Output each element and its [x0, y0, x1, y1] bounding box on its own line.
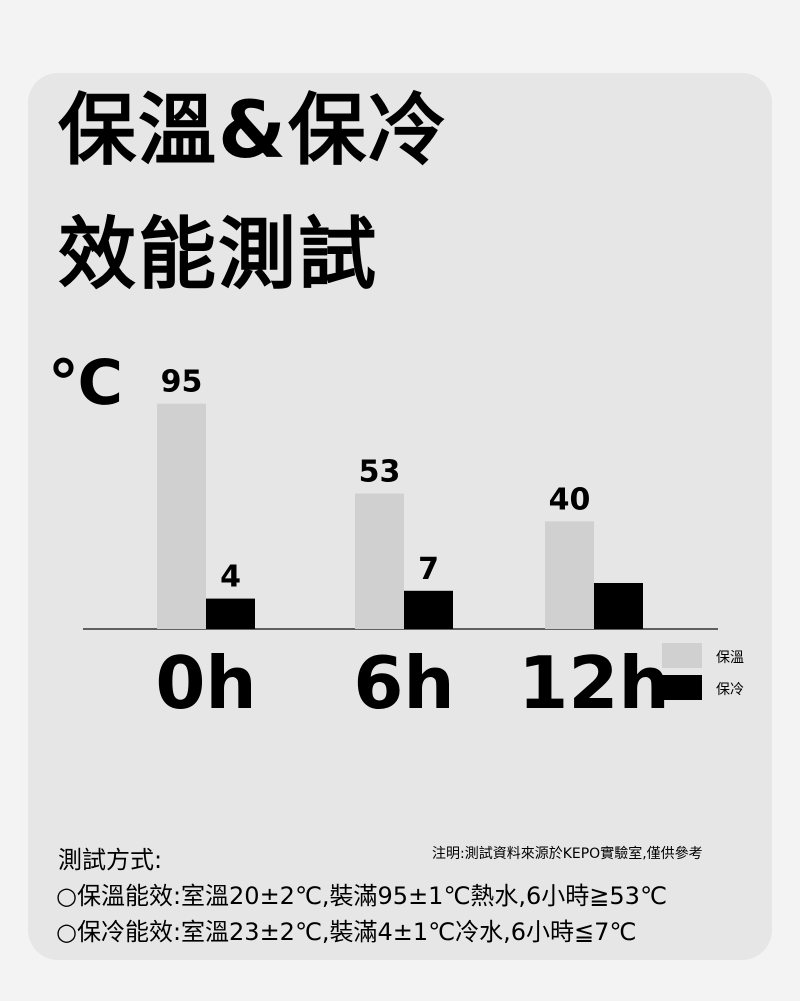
title-line-1: 保溫&保冷 [58, 86, 449, 176]
bar-hot-6h [355, 493, 404, 629]
title-line-2: 效能測試 [58, 210, 379, 300]
legend-label-cold: 保冷 [716, 682, 744, 698]
bar-hot-0h [157, 403, 206, 629]
method-hot: ○保溫能效:室溫20±2℃,裝滿95±1℃熱水,6小時≧53℃ [56, 882, 667, 910]
legend-label-hot: 保溫 [716, 650, 744, 666]
x-tick-label: 12h [518, 641, 669, 725]
x-tick-label: 0h [155, 641, 256, 725]
data-label: 4 [220, 560, 241, 595]
legend-swatch-cold [662, 675, 702, 700]
bar-cold-6h [404, 590, 453, 629]
data-label: 40 [549, 482, 591, 517]
data-label: 95 [161, 365, 203, 400]
data-label: 7 [418, 552, 439, 587]
legend-swatch-hot [662, 643, 702, 668]
bar-cold-12h [594, 583, 643, 629]
data-label: 53 [359, 455, 401, 490]
bar-cold-0h [206, 598, 255, 629]
method-cold: ○保冷能效:室溫23±2℃,裝滿4±1℃冷水,6小時≦7℃ [56, 918, 637, 946]
x-tick-label: 6h [353, 641, 454, 725]
bar-hot-12h [545, 521, 594, 629]
unit-label: ℃ [48, 346, 124, 419]
method-heading: 測試方式: [58, 846, 163, 874]
disclaimer: 注明:測試資料來源於KEPO實驗室,僅供參考 [432, 846, 703, 862]
